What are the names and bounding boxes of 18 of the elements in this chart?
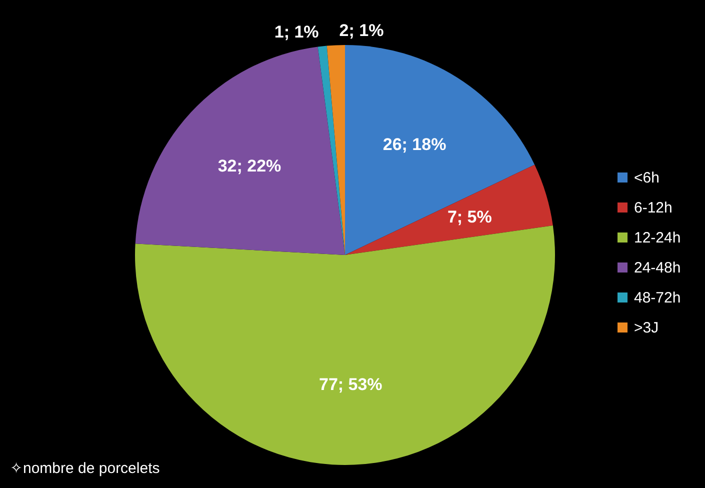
legend-label: 6-12h — [634, 200, 672, 216]
legend-label: 12-24h — [634, 230, 681, 246]
pie-slice — [326, 45, 345, 255]
text: ✧nombre de porcelets — [10, 460, 160, 477]
legend-label: <6h — [634, 170, 660, 186]
pie-slice — [345, 164, 553, 255]
data-label: 1; 1% — [274, 22, 319, 42]
data-label: 2; 1% — [339, 21, 384, 40]
pie-slice — [135, 46, 345, 255]
data-label: 77; 53% — [318, 375, 382, 394]
data-label: 32; 22% — [218, 156, 282, 176]
pie-slice — [318, 46, 345, 255]
legend-label: 24-48h — [634, 260, 681, 276]
legend-label: 48-72h — [634, 290, 681, 306]
data-label: 7; 5% — [447, 207, 492, 226]
data-label: 26; 18% — [382, 134, 446, 154]
pie-slice — [345, 45, 535, 255]
legend-label: >3J — [634, 320, 659, 336]
